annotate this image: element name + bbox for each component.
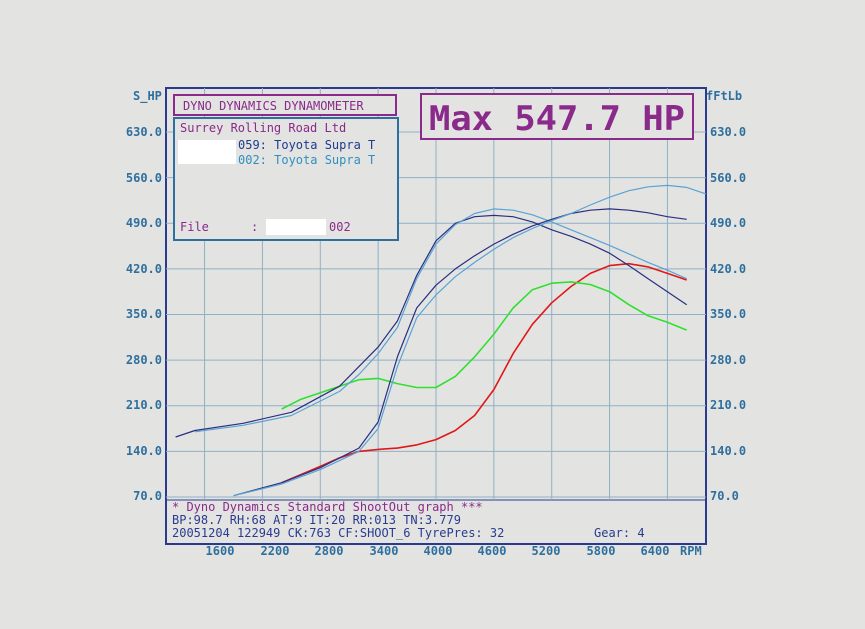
right-tick-label: 350.0 xyxy=(710,307,746,321)
x-tick-label: 4600 xyxy=(478,544,507,558)
right-tick-label: 140.0 xyxy=(710,444,746,458)
curves xyxy=(175,184,707,497)
file-value: 002 xyxy=(329,220,351,234)
right-ticks: 630.0 560.0 490.0 420.0 350.0 280.0 210.… xyxy=(710,125,746,503)
right-tick-label: 210.0 xyxy=(710,398,746,412)
x-tick-label: 3400 xyxy=(370,544,399,558)
file-label: File xyxy=(180,220,209,234)
x-ticks: 1600 2200 2800 3400 4000 4600 5200 5800 … xyxy=(206,544,670,558)
right-tick-label: 630.0 xyxy=(710,125,746,139)
left-tick-label: 70.0 xyxy=(133,489,162,503)
dyno-label-box xyxy=(173,94,397,116)
x-tick-label: 5800 xyxy=(587,544,616,558)
right-axis-label: fFtLb xyxy=(706,89,742,103)
left-tick-label: 210.0 xyxy=(126,398,162,412)
dyno-label: DYNO DYNAMICS DYNAMOMETER xyxy=(183,99,364,113)
left-tick-label: 350.0 xyxy=(126,307,162,321)
x-tick-label: 2800 xyxy=(315,544,344,558)
x-tick-label: 6400 xyxy=(641,544,670,558)
x-tick-label: 1600 xyxy=(206,544,235,558)
footer-line-1: * Dyno Dynamics Standard ShootOut graph … xyxy=(172,500,483,514)
series-line-4 xyxy=(194,208,687,433)
run2-label: 002: Toyota Supra T xyxy=(238,153,375,167)
max-hp-label: Max 547.7 HP xyxy=(429,99,685,139)
left-tick-label: 560.0 xyxy=(126,171,162,185)
redaction-block xyxy=(178,140,236,164)
left-tick-label: 280.0 xyxy=(126,353,162,367)
right-tick-label: 70.0 xyxy=(710,489,739,503)
left-axis-label: S_HP xyxy=(133,89,162,104)
footer-line-2: BP:98.7 RH:68 AT:9 IT:20 RR:013 TN:3.779 xyxy=(172,513,461,527)
file-redaction-block xyxy=(266,219,326,235)
footer-gear: Gear: 4 xyxy=(594,526,645,540)
x-tick-label: 4000 xyxy=(424,544,453,558)
right-tick-label: 560.0 xyxy=(710,171,746,185)
series-line-1 xyxy=(281,262,687,484)
x-unit-label: RPM xyxy=(680,544,702,558)
right-tick-label: 490.0 xyxy=(710,216,746,230)
left-tick-label: 490.0 xyxy=(126,216,162,230)
footer-line-3: 20051204 122949 CK:763 CF:SHOOT_6 TyrePr… xyxy=(172,526,504,540)
series-line-3 xyxy=(175,214,688,438)
left-tick-label: 630.0 xyxy=(126,125,162,139)
right-tick-label: 420.0 xyxy=(710,262,746,276)
right-tick-label: 280.0 xyxy=(710,353,746,367)
x-tick-label: 5200 xyxy=(532,544,561,558)
left-ticks: 630.0 560.0 490.0 420.0 350.0 280.0 210.… xyxy=(126,125,162,503)
max-hp-box xyxy=(420,93,694,140)
left-tick-label: 140.0 xyxy=(126,444,162,458)
run1-label: 059: Toyota Supra T xyxy=(238,138,375,152)
left-tick-label: 420.0 xyxy=(126,262,162,276)
footer: * Dyno Dynamics Standard ShootOut graph … xyxy=(172,500,645,540)
series-line-2 xyxy=(281,281,687,410)
series-line-6 xyxy=(233,184,707,497)
x-tick-label: 2200 xyxy=(261,544,290,558)
company-name: Surrey Rolling Road Ltd xyxy=(180,121,346,135)
series-line-5 xyxy=(233,208,687,497)
file-separator: : xyxy=(251,220,258,234)
